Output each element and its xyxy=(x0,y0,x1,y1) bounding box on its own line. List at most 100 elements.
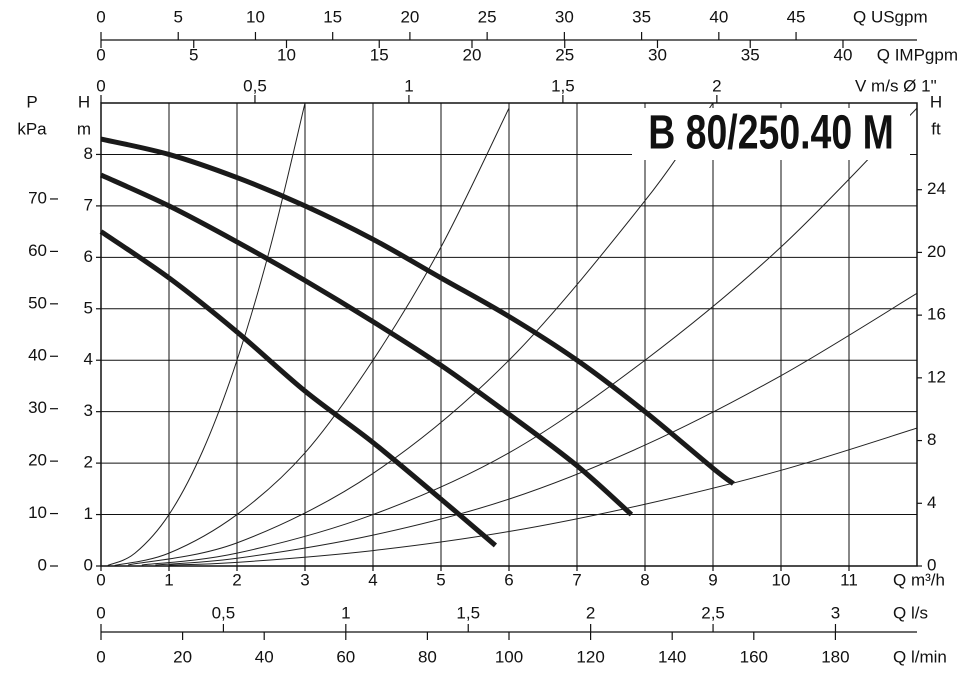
axis-tick-label: 10 xyxy=(277,45,296,64)
axis-tick-label: 1 xyxy=(404,76,413,95)
axis-title: Q USgpm xyxy=(853,7,928,26)
x-tick-label: 7 xyxy=(572,570,581,589)
p-axis-title: P xyxy=(26,92,37,111)
y-tick-label: 1 xyxy=(84,504,93,523)
x-tick-label: 8 xyxy=(640,570,649,589)
p-axis-unit: kPa xyxy=(17,119,47,138)
axis-tick-label: 0,5 xyxy=(212,603,236,622)
ft-tick-label: 8 xyxy=(927,430,936,449)
pump-curves xyxy=(99,136,735,548)
axis-tick-label: 40 xyxy=(834,45,853,64)
axis-tick-label: 20 xyxy=(400,7,419,26)
p-tick-label: 0 xyxy=(38,555,47,574)
axis-title: Q IMPgpm xyxy=(877,45,958,64)
y-tick-label: 2 xyxy=(84,453,93,472)
axis-tick-label: 20 xyxy=(463,45,482,64)
axis-tick-label: 30 xyxy=(555,7,574,26)
y-tick-label: 0 xyxy=(84,555,93,574)
ft-axis-unit: ft xyxy=(931,119,941,138)
axis-tick-label: 2 xyxy=(712,76,721,95)
x-tick-label: 11 xyxy=(840,570,858,589)
axis-title: Q l/s xyxy=(893,603,928,622)
x-tick-label: 1 xyxy=(164,570,173,589)
y-axis-title: H xyxy=(78,92,90,111)
title-background xyxy=(632,108,910,160)
y-axis-unit: m xyxy=(77,119,91,138)
axis-tick-label: 10 xyxy=(246,7,265,26)
ft-axis-title: H xyxy=(930,92,942,111)
axis-tick-label: 40 xyxy=(709,7,728,26)
axis-tick-label: 5 xyxy=(173,7,182,26)
axes: Q m³/h H m P kPa H ft 0 1 2 3 4 5 6 7 8 9 10 110123… xyxy=(17,7,958,666)
system-curve xyxy=(168,427,917,566)
p-tick-label: 20 xyxy=(28,451,47,470)
axis-tick-label: 5 xyxy=(189,45,198,64)
ft-tick-label: 24 xyxy=(927,179,946,198)
ft-tick-label: 4 xyxy=(927,493,936,512)
x-tick-label: 2 xyxy=(232,570,241,589)
axis-tick-label: 1,5 xyxy=(551,76,575,95)
y-tick-label: 4 xyxy=(84,350,93,369)
axis-tick-label: 35 xyxy=(741,45,760,64)
ft-tick-label: 20 xyxy=(927,242,946,261)
axis-tick-label: 3 xyxy=(831,603,840,622)
axis-tick-label: 30 xyxy=(648,45,667,64)
axis-tick-label: 20 xyxy=(173,647,192,666)
axis-tick-label: 1 xyxy=(341,603,350,622)
axis-tick-label: 180 xyxy=(821,647,849,666)
axis-tick-label: 15 xyxy=(370,45,389,64)
x-tick-label: 3 xyxy=(300,570,309,589)
axis-tick-label: 40 xyxy=(255,647,274,666)
axis-title: Q l/min xyxy=(893,647,947,666)
x-axis-title: Q m³/h xyxy=(893,570,945,589)
system-curve xyxy=(155,292,917,566)
p-tick-label: 40 xyxy=(28,346,47,365)
axis-tick-label: 0 xyxy=(96,45,105,64)
x-tick-label: 5 xyxy=(436,570,445,589)
axis-tick-label: 45 xyxy=(787,7,806,26)
pump-curve xyxy=(100,136,735,486)
system-curve xyxy=(128,103,714,566)
axis-tick-label: 0 xyxy=(96,7,105,26)
axis-title: V m/s Ø 1" xyxy=(855,76,937,95)
system-curve xyxy=(141,107,917,566)
p-tick-label: 30 xyxy=(28,398,47,417)
p-tick-label: 10 xyxy=(28,503,47,522)
y-tick-label: 3 xyxy=(84,401,93,420)
axis-tick-label: 120 xyxy=(576,647,604,666)
x-tick-label: 0 xyxy=(96,570,105,589)
system-curve xyxy=(114,107,510,566)
y-tick-label: 5 xyxy=(84,298,93,317)
axis-tick-label: 160 xyxy=(740,647,768,666)
system-curve xyxy=(107,103,306,566)
y-tick-label: 6 xyxy=(84,247,93,266)
x-tick-label: 4 xyxy=(368,570,377,589)
ft-tick-label: 12 xyxy=(927,367,946,386)
axis-tick-label: 0 xyxy=(96,603,105,622)
p-tick-label: 60 xyxy=(28,241,47,260)
axis-tick-label: 35 xyxy=(632,7,651,26)
axis-tick-label: 15 xyxy=(323,7,342,26)
p-tick-label: 70 xyxy=(28,188,47,207)
ft-tick-label: 16 xyxy=(927,305,946,324)
pump-curve xyxy=(99,172,634,517)
axis-tick-label: 0 xyxy=(96,647,105,666)
axis-tick-label: 80 xyxy=(418,647,437,666)
axis-tick-label: 25 xyxy=(478,7,497,26)
axis-tick-label: 0 xyxy=(96,76,105,95)
x-tick-label: 9 xyxy=(708,570,717,589)
chart-title: B 80/250.40 M xyxy=(648,106,894,160)
axis-tick-label: 25 xyxy=(555,45,574,64)
axis-tick-label: 2,5 xyxy=(701,603,725,622)
ft-tick-label: 0 xyxy=(927,555,936,574)
axis-tick-label: 0,5 xyxy=(243,76,267,95)
axis-tick-label: 2 xyxy=(586,603,595,622)
title-box: B 80/250.40 M xyxy=(632,106,910,160)
x-tick-label: 10 xyxy=(772,570,791,589)
axis-tick-label: 1,5 xyxy=(456,603,480,622)
x-tick-label: 6 xyxy=(504,570,513,589)
p-tick-label: 50 xyxy=(28,293,47,312)
axis-tick-label: 140 xyxy=(658,647,686,666)
axis-tick-label: 60 xyxy=(336,647,355,666)
y-tick-label: 7 xyxy=(84,195,93,214)
